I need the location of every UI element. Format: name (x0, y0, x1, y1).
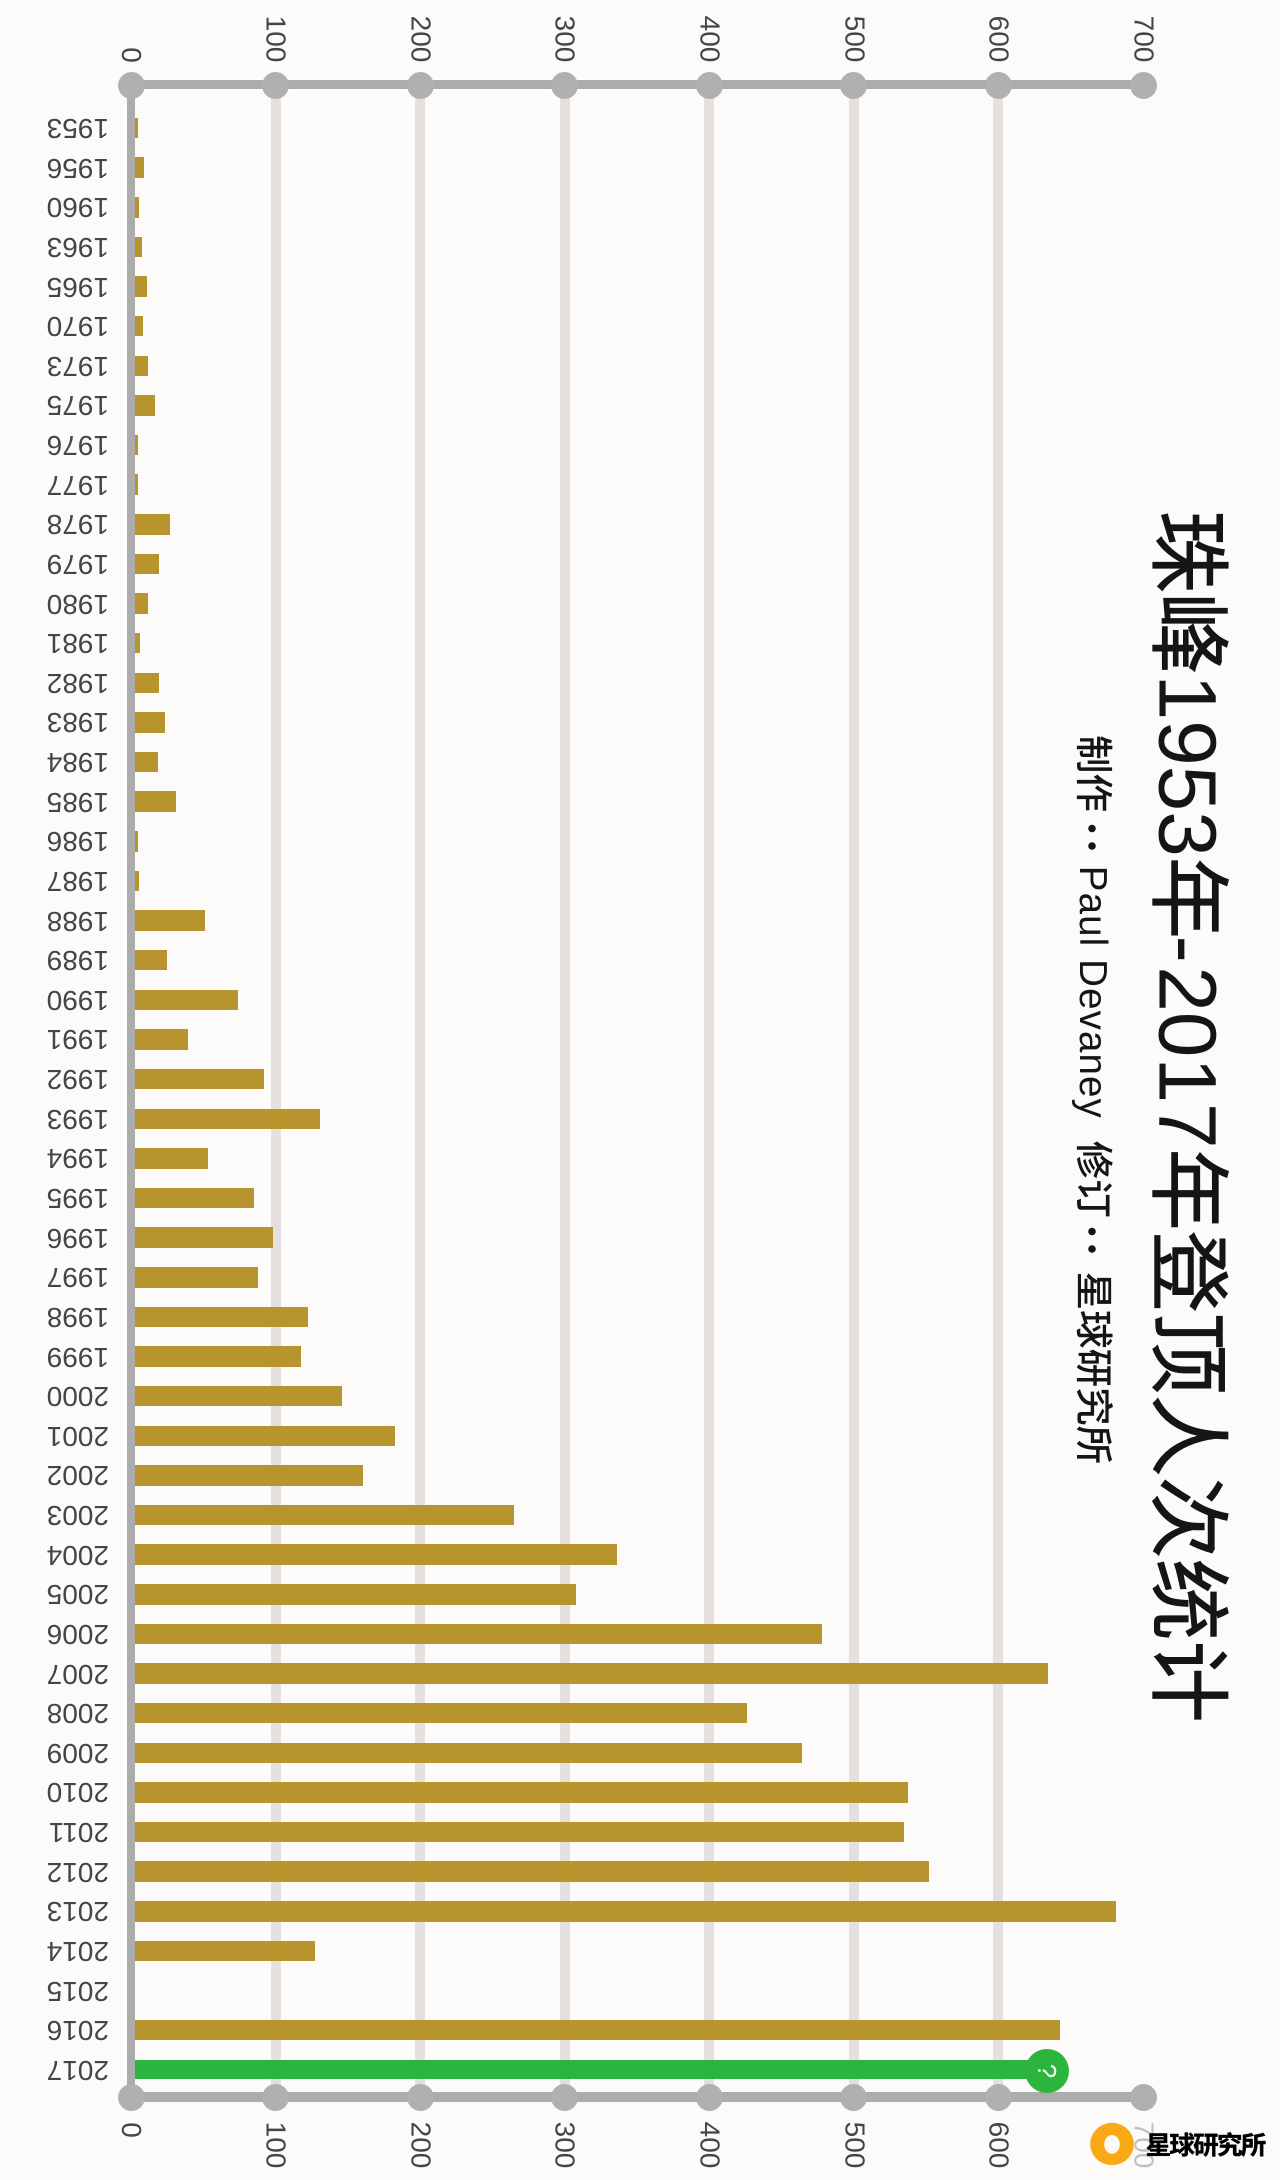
svg-text:2017: 2017 (1144, 966, 1233, 1148)
svg-text:1953: 1953 (1144, 674, 1233, 856)
svg-text:Paul Devaney: Paul Devaney (1071, 865, 1114, 1118)
svg-text:-: - (1144, 935, 1233, 962)
